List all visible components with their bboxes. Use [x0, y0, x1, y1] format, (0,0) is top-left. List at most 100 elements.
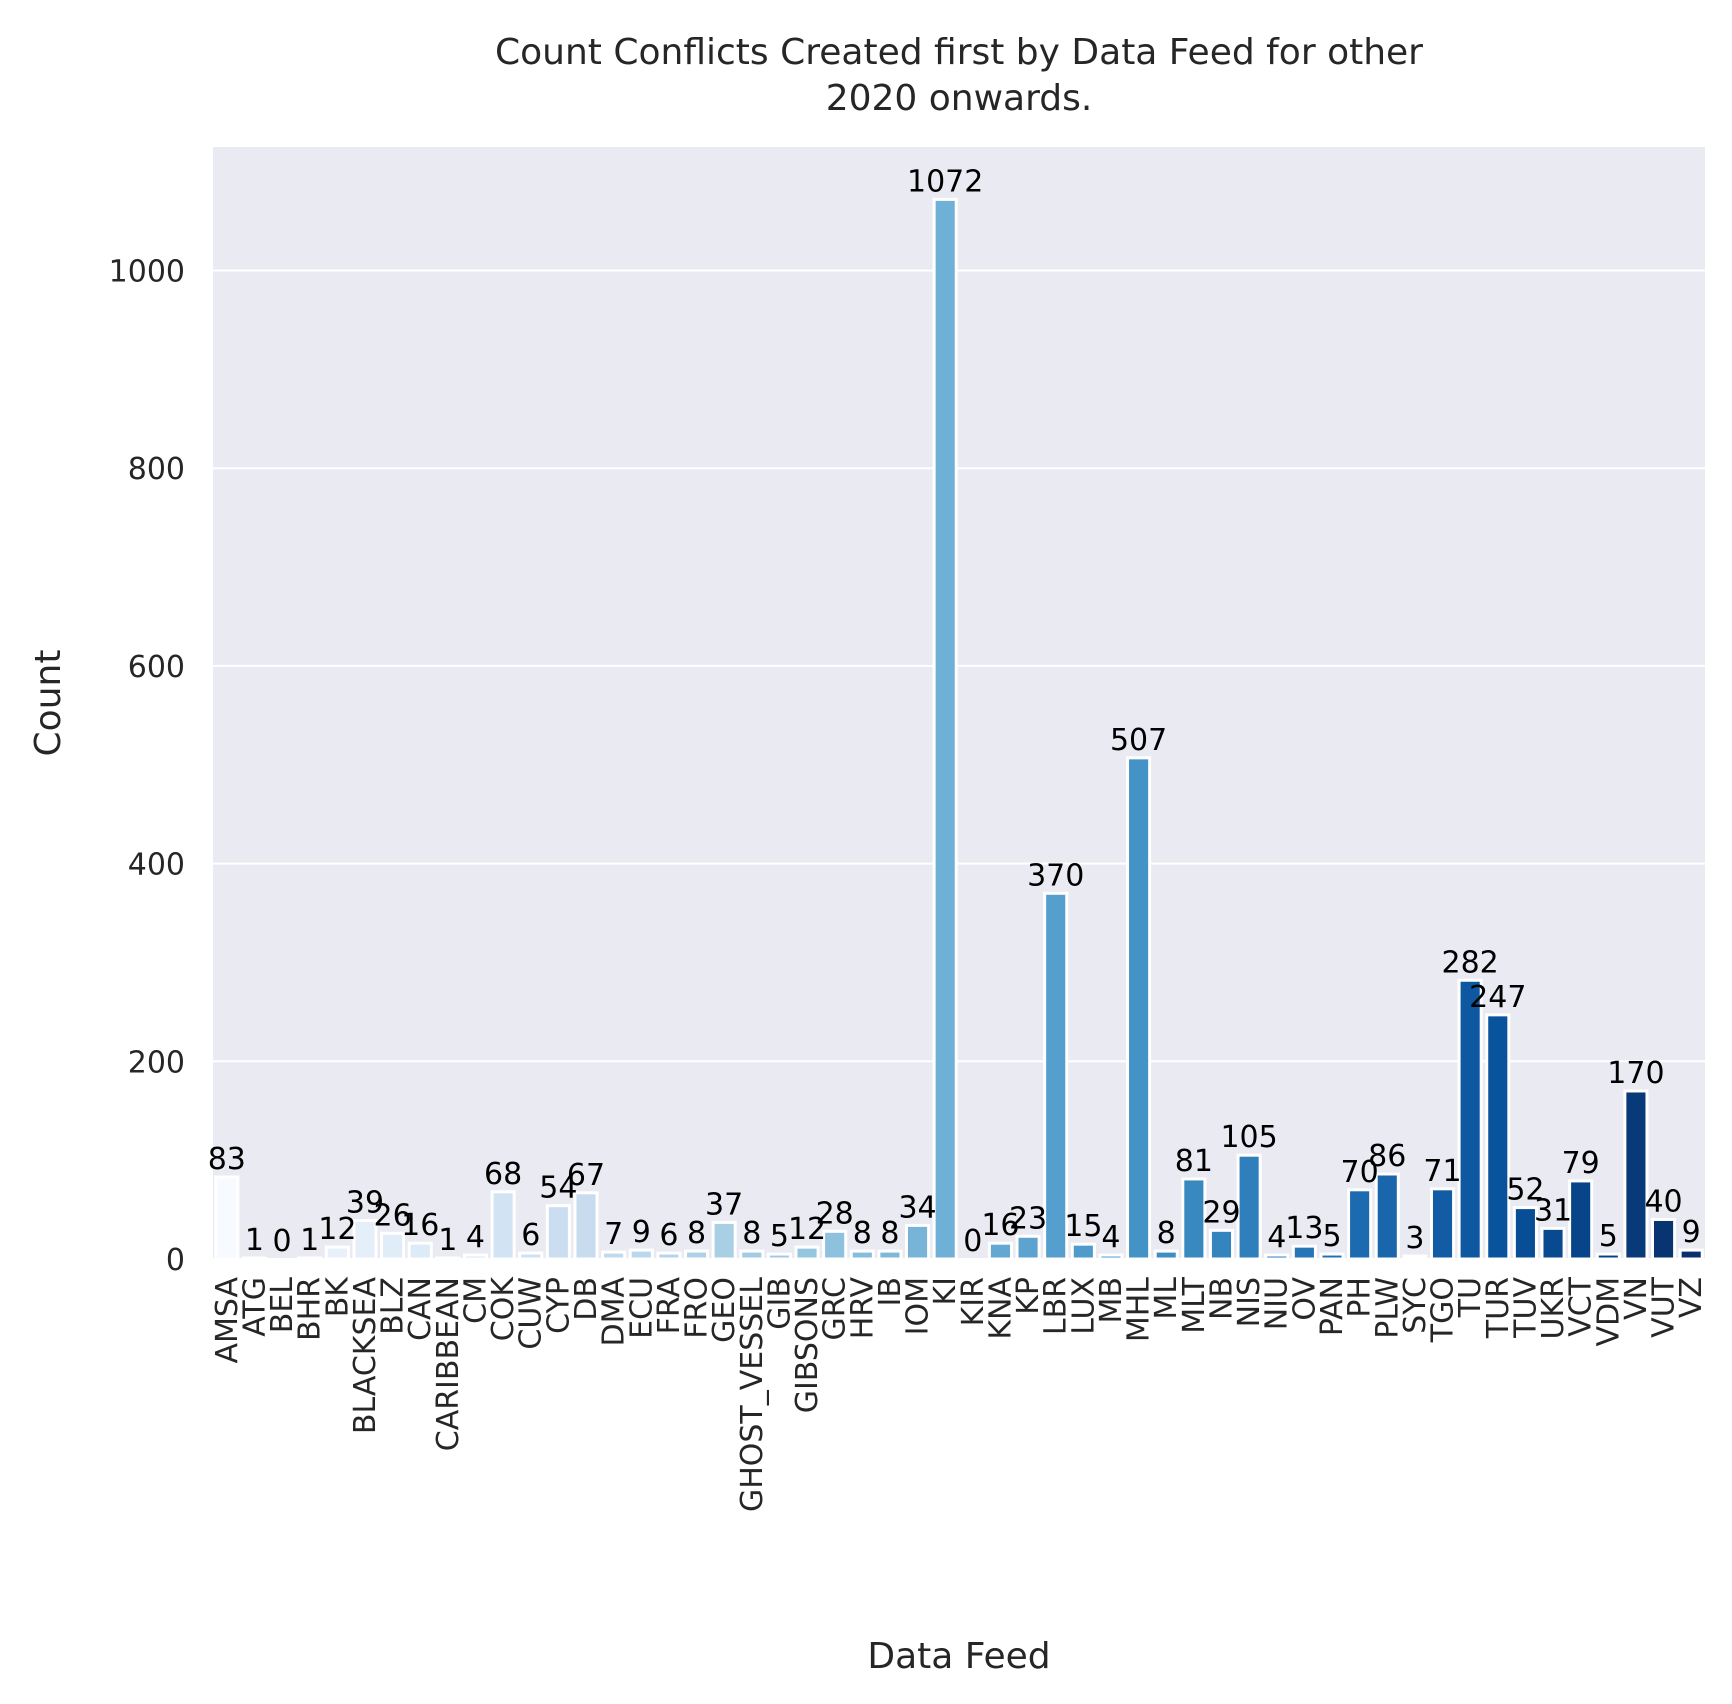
bar-value-label: 5: [1322, 1219, 1341, 1254]
bar-value-label: 86: [1368, 1139, 1406, 1174]
x-tick-label: TU: [1453, 1277, 1488, 1318]
x-tick-label: NIU: [1260, 1277, 1295, 1330]
bar-value-label: 6: [659, 1218, 678, 1253]
x-tick-label: BLZ: [376, 1277, 411, 1335]
bar-value-label: 39: [346, 1185, 384, 1220]
y-axis-label: Count: [28, 650, 69, 757]
bar-value-label: 1: [438, 1223, 457, 1258]
x-tick-label: VDM: [1591, 1277, 1626, 1347]
bar-value-label: 370: [1027, 858, 1084, 893]
bar-value-label: 23: [1009, 1201, 1047, 1236]
bar-value-label: 8: [742, 1216, 761, 1251]
bar-value-label: 8: [880, 1216, 899, 1251]
bar-bhr: [297, 1256, 323, 1261]
bar-value-label: 4: [466, 1220, 485, 1255]
bar-value-label: 29: [1202, 1195, 1240, 1230]
x-tick-label: CARIBBEAN: [431, 1277, 466, 1451]
x-tick-label: GHOST_VESSEL: [735, 1277, 770, 1512]
bar-mb: [1098, 1253, 1124, 1261]
bar-value-label: 8: [687, 1216, 706, 1251]
bar-ki: [932, 197, 958, 1261]
bar-syc: [1402, 1254, 1428, 1261]
bar-ml: [1153, 1249, 1179, 1261]
x-tick-label: DMA: [597, 1277, 632, 1347]
bar-tuv: [1512, 1206, 1538, 1261]
x-tick-label: PAN: [1315, 1277, 1350, 1336]
bar-value-label: 5: [1599, 1219, 1618, 1254]
bar-value-label: 13: [1285, 1211, 1323, 1246]
x-tick-label: BEL: [265, 1277, 300, 1334]
bar-lux: [1070, 1242, 1096, 1261]
bar-value-label: 0: [273, 1224, 292, 1259]
bar-bk: [324, 1245, 350, 1261]
bar-value-label: 9: [632, 1215, 651, 1250]
bar-grc: [822, 1229, 848, 1261]
x-tick-label: MHL: [1122, 1277, 1157, 1342]
bar-gibsons: [794, 1245, 820, 1261]
bar-value-label: 31: [1534, 1193, 1572, 1228]
x-tick-label: IOM: [901, 1277, 936, 1335]
x-tick-label: NB: [1204, 1277, 1239, 1320]
bar-value-label: 8: [853, 1216, 872, 1251]
bar-value-label: 507: [1110, 723, 1167, 758]
y-tick-label: 1000: [109, 255, 185, 290]
x-tick-label: MLT: [1177, 1276, 1212, 1333]
bar-vut: [1651, 1217, 1677, 1261]
x-tick-label: TGO: [1426, 1277, 1461, 1343]
bar-value-label: 1: [245, 1223, 264, 1258]
x-tick-label: BHR: [293, 1277, 328, 1341]
bar-value-label: 70: [1341, 1155, 1379, 1190]
bar-value-label: 5: [770, 1219, 789, 1254]
x-tick-label: ECU: [624, 1277, 659, 1339]
y-tick-label: 200: [128, 1045, 185, 1080]
x-tick-label: GIB: [762, 1277, 797, 1330]
x-tick-label: CYP: [541, 1277, 576, 1334]
x-tick-label: DB: [569, 1277, 604, 1321]
bar-blz: [380, 1231, 406, 1261]
bar-vz: [1678, 1248, 1704, 1261]
bar-iom: [905, 1223, 931, 1261]
grid-lines: [213, 269, 1705, 1260]
bar-kp: [1015, 1234, 1041, 1261]
x-tick-label: ATG: [237, 1277, 272, 1337]
bar-dma: [601, 1250, 627, 1261]
bar-fra: [656, 1251, 682, 1261]
bar-mlt: [1181, 1177, 1207, 1261]
bar-fro: [683, 1249, 710, 1261]
bar-value-label: 4: [1101, 1220, 1120, 1255]
bar-value-label: 170: [1607, 1056, 1664, 1091]
x-tick-label: VN: [1619, 1277, 1654, 1320]
bar-value-label: 83: [208, 1142, 246, 1177]
bar-value-label: 247: [1469, 980, 1526, 1015]
bar-value-label: 52: [1506, 1173, 1544, 1208]
bar-kna: [987, 1241, 1013, 1261]
bar-value-label: 40: [1644, 1184, 1682, 1219]
bar-plw: [1374, 1172, 1400, 1261]
x-tick-label: KP: [1011, 1277, 1046, 1315]
bar-ghost-vessel: [739, 1249, 765, 1261]
x-tick-labels: AMSAATGBELBHRBKBLACKSEABLZCANCARIBBEANCM…: [210, 1276, 1709, 1512]
bar-value-label: 9: [1682, 1215, 1701, 1250]
x-tick-label: BLACKSEA: [348, 1277, 383, 1435]
x-tick-label: COK: [486, 1276, 521, 1342]
bar-caribbean: [435, 1256, 461, 1261]
bars: [214, 197, 1704, 1261]
x-tick-label: SYC: [1398, 1277, 1433, 1334]
x-tick-label: TUR: [1481, 1277, 1516, 1339]
bar-value-label: 26: [373, 1198, 411, 1233]
bar-value-label: 12: [788, 1212, 826, 1247]
bar-nis: [1236, 1153, 1262, 1261]
x-tick-label: NIS: [1232, 1277, 1267, 1327]
bar-value-label: 16: [401, 1208, 439, 1243]
x-axis-label: Data Feed: [867, 1636, 1050, 1677]
bar-vdm: [1595, 1252, 1621, 1261]
bar-amsa: [214, 1175, 240, 1261]
y-tick-label: 600: [128, 650, 185, 685]
bar-db: [573, 1191, 599, 1261]
bar-value-label: 8: [1157, 1216, 1176, 1251]
chart-title-line-1: Count Conflicts Created first by Data Fe…: [495, 32, 1423, 73]
x-tick-label: AMSA: [210, 1277, 245, 1364]
bar-cok: [490, 1190, 516, 1261]
x-tick-label: LBR: [1039, 1277, 1074, 1335]
